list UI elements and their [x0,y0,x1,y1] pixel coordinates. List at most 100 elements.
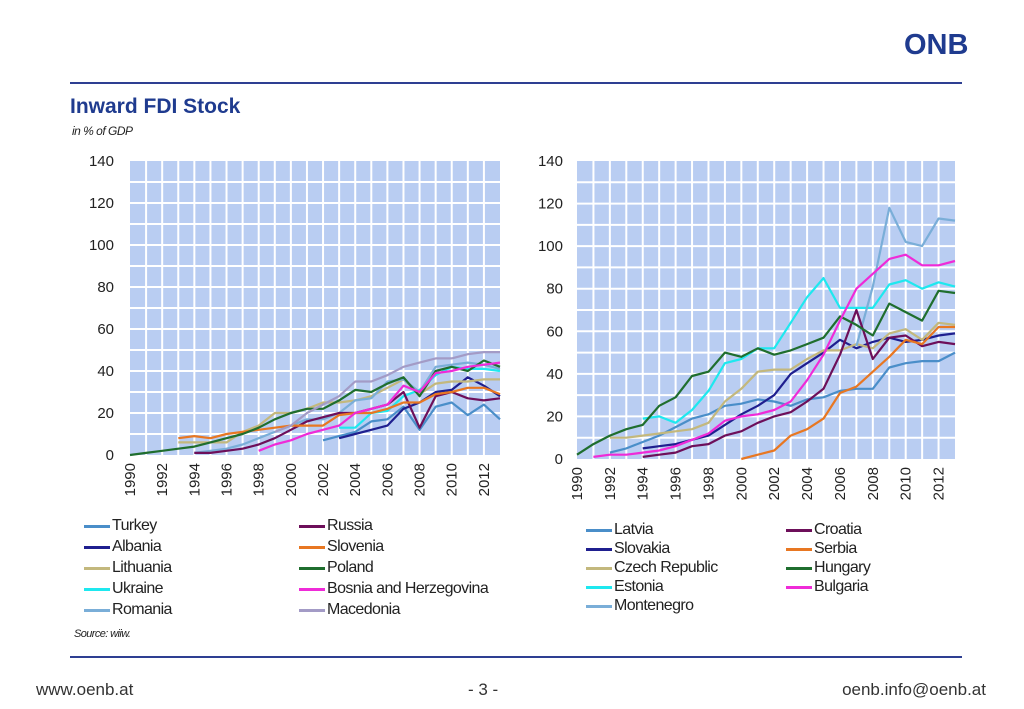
series-line-czech-republic [609,321,956,439]
legend-label: Romania [112,601,172,618]
y-tick-label: 140 [89,153,114,170]
chart-left: 0 20 40 60 80 100 120 140 1990 1992 1994 1996 1998 20… [89,153,501,496]
x-tick-label: 1998 [251,463,268,496]
x-tick-label: 2004 [799,467,816,500]
y-tick-label: 140 [538,153,563,170]
series-line-lithuania [178,378,500,444]
x-tick-label: 1996 [219,463,236,496]
header-rule [70,82,962,84]
series-line-romania [194,361,501,454]
legend-swatch [586,529,612,532]
legend-label: Estonia [614,578,664,595]
footer-email-link[interactable]: oenb.info@oenb.at [842,680,986,699]
page-number: - 3 - [468,680,499,699]
x-tick-label: 2004 [347,463,364,496]
legend-label: Poland [327,559,374,576]
legend-label: Croatia [814,521,862,538]
legend-swatch [299,546,325,549]
legend-label: Slovakia [614,540,670,557]
x-tick-label: 1998 [700,467,717,500]
y-tick-label: 20 [97,405,114,422]
y-tick-label: 20 [546,408,563,425]
series-line-estonia [642,277,956,424]
y-tick-label: 80 [546,281,563,298]
legend-swatch [299,609,325,612]
legend-swatch [786,529,812,532]
oenb-logo: ONB [904,29,968,58]
x-tick-label: 2008 [412,463,429,496]
series-line-croatia [642,308,956,458]
legend-swatch [586,567,612,570]
y-tick-label: 120 [89,195,114,212]
legend-swatch [84,546,110,549]
legend-label: Hungary [814,559,871,576]
legend-label: Latvia [614,521,654,538]
legend-swatch [786,548,812,551]
y-tick-label: 80 [97,279,114,296]
x-tick-label: 1996 [668,467,685,500]
x-tick-label: 1994 [635,467,652,500]
x-tick-label: 1992 [154,463,171,496]
y-tick-label: 60 [97,321,114,338]
page-subtitle: in % of GDP [72,124,133,138]
series-line-ukraine [339,365,501,429]
legend-label: Albania [112,538,162,555]
x-tick-label: 1990 [569,467,586,500]
x-tick-label: 2002 [766,467,783,500]
legend-swatch [299,588,325,591]
series-line-turkey [322,401,501,442]
y-tick-label: 40 [546,366,563,383]
source-note: Source: wiiw. [74,628,131,640]
y-tick-label: 40 [97,363,114,380]
legend-label: Czech Republic [614,559,718,576]
series-line-slovenia [178,386,501,440]
legend-swatch [84,567,110,570]
x-tick-label: 2012 [931,467,948,500]
footer-rule [70,656,962,658]
series-line-bulgaria [593,253,956,458]
footer-website-link[interactable]: www.oenb.at [36,680,134,699]
y-tick-label: 0 [106,447,114,464]
x-tick-label: 1994 [186,463,203,496]
y-tick-label: 100 [89,237,114,254]
series-line-serbia [741,325,955,461]
legend-swatch [84,588,110,591]
series-line-hungary [576,289,956,456]
x-tick-label: 1992 [602,467,619,500]
legend-label: Turkey [112,517,157,534]
legend-swatch [786,567,812,570]
legend-label: Macedonia [327,601,400,618]
legend-swatch [84,525,110,528]
x-tick-label: 2000 [733,467,750,500]
y-tick-label: 0 [555,451,563,468]
x-tick-label: 1990 [122,463,139,496]
series-line-montenegro [855,206,956,347]
x-tick-label: 2006 [379,463,396,496]
series-line-bosnia-and-herzegovina [258,361,501,452]
legend-label: Bosnia and Herzegovina [327,580,489,597]
legend-label: Ukraine [112,580,164,597]
legend-swatch [586,548,612,551]
x-tick-label: 2006 [832,467,849,500]
x-tick-label: 2002 [315,463,332,496]
y-tick-label: 100 [538,238,563,255]
legend-label: Slovenia [327,538,384,555]
legend-label: Russia [327,517,373,534]
legend-swatch [586,586,612,589]
legend-swatch [786,586,812,589]
legend-swatch [84,609,110,612]
x-tick-label: 2000 [283,463,300,496]
legend-swatch [299,567,325,570]
legend-swatch [299,525,325,528]
series-line-macedonia [274,351,500,433]
x-tick-label: 2012 [476,463,493,496]
page-title: Inward FDI Stock [70,95,241,118]
logo-text: ONB [904,29,968,58]
y-tick-label: 120 [538,196,563,213]
legend-label: Serbia [814,540,857,557]
chart-right: 0 20 40 60 80 100 120 140 1990 1992 1994 1996 1998 20… [538,153,956,500]
legend-label: Bulgaria [814,578,869,595]
x-tick-label: 2008 [865,467,882,500]
x-tick-label: 2010 [444,463,461,496]
legend-label: Montenegro [614,597,694,614]
